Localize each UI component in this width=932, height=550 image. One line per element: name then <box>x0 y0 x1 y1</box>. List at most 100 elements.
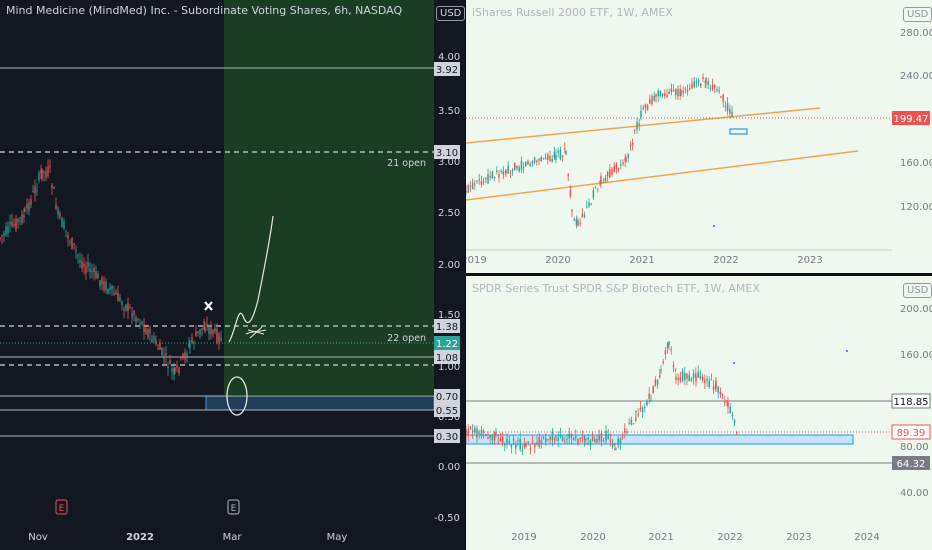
channel-upper-line[interactable] <box>466 107 821 144</box>
earnings-marker[interactable]: E <box>55 499 68 515</box>
candle <box>557 437 559 441</box>
candle <box>697 80 700 83</box>
circle-drawing[interactable] <box>226 376 248 416</box>
candle <box>661 93 664 96</box>
chart-title[interactable]: Mind Medicine (MindMed) Inc. - Subordina… <box>6 4 403 17</box>
candle <box>159 343 161 350</box>
candle <box>0 237 1 239</box>
candle <box>511 169 514 172</box>
candle <box>674 368 677 370</box>
chart-title[interactable]: iShares Russell 2000 ETF, 1W, AMEX <box>472 6 673 19</box>
price-tag[interactable]: 1.08 <box>434 350 460 364</box>
currency-button[interactable]: USD <box>903 283 932 298</box>
candle <box>169 359 171 365</box>
candle <box>555 154 557 160</box>
candle <box>482 181 485 183</box>
candle <box>176 364 178 368</box>
candle <box>167 366 169 369</box>
mindmed-chart[interactable]: 21 open 22 open E E Nov 2022 Mar May 4.0… <box>0 0 465 550</box>
russell-2000-chart-pane[interactable]: 2019 2020 2021 2022 2023 280.00 240.00 1… <box>466 0 932 273</box>
price-tag[interactable]: 1.38 <box>434 319 460 333</box>
candle <box>710 379 713 381</box>
candle <box>85 266 87 273</box>
pane-divider[interactable] <box>466 273 932 276</box>
candle <box>695 376 697 382</box>
candle <box>564 440 566 442</box>
candle <box>61 218 63 228</box>
candle <box>657 90 659 97</box>
chart-title[interactable]: SPDR Series Trust SPDR S&P Biotech ETF, … <box>472 282 760 295</box>
candle <box>23 214 25 218</box>
price-tag[interactable]: 118.85 <box>891 393 931 409</box>
price-tag[interactable]: 0.55 <box>434 403 460 417</box>
candle <box>609 439 612 442</box>
marker-dot <box>733 362 735 364</box>
last-price-tag[interactable]: 1.22 <box>434 336 460 350</box>
mindmed-chart-pane[interactable]: 21 open 22 open E E Nov 2022 Mar May 4.0… <box>0 0 465 550</box>
candle <box>656 379 659 385</box>
candle <box>53 187 55 189</box>
scribble-drawing[interactable] <box>245 326 267 339</box>
candle <box>699 376 702 379</box>
candle <box>197 331 199 333</box>
channel-lower-line[interactable] <box>466 150 859 201</box>
currency-button[interactable]: USD <box>903 7 932 22</box>
candle <box>542 158 545 160</box>
candle <box>615 163 618 170</box>
candle <box>201 328 203 330</box>
price-tag-label: 3.92 <box>436 65 458 76</box>
candle <box>523 442 526 448</box>
support-zone-box[interactable] <box>466 434 854 445</box>
earnings-marker[interactable]: E <box>227 499 240 515</box>
highlight-box[interactable] <box>729 128 748 135</box>
candle <box>579 223 581 225</box>
candle <box>615 448 617 450</box>
price-tag[interactable]: 0.30 <box>434 429 460 443</box>
candle <box>522 167 525 169</box>
price-tag[interactable]: 3.92 <box>434 62 460 76</box>
currency-button[interactable]: USD <box>436 6 465 21</box>
candle <box>549 155 551 161</box>
candle <box>115 292 117 295</box>
candle <box>107 288 109 294</box>
candle <box>719 391 722 395</box>
projection-arrow-drawing[interactable] <box>228 215 274 343</box>
candle <box>583 436 586 441</box>
demand-zone-box[interactable] <box>205 395 435 411</box>
last-price-tag[interactable]: 89.39 <box>891 424 931 440</box>
candle <box>500 170 502 172</box>
candle <box>575 435 577 439</box>
candle <box>491 434 494 441</box>
candle <box>476 180 478 182</box>
candle <box>504 443 506 446</box>
x-tick: 2023 <box>786 532 811 543</box>
candle <box>555 436 557 438</box>
candle <box>161 347 163 356</box>
candle <box>727 401 729 408</box>
candle <box>670 349 672 351</box>
last-price-tag[interactable]: 199.47 <box>892 111 930 125</box>
biotech-etf-chart-pane[interactable]: 2019 2020 2021 2022 2023 2024 200.00 160… <box>466 276 932 550</box>
pane-divider[interactable] <box>465 0 466 550</box>
cross-mark-icon[interactable] <box>204 301 213 311</box>
price-tag[interactable]: 0.70 <box>434 389 460 403</box>
x-tick: 2020 <box>545 255 570 266</box>
price-tag[interactable]: 64.32 <box>892 456 930 470</box>
x-tick: 2019 <box>466 255 487 266</box>
russell-2000-chart[interactable]: 2019 2020 2021 2022 2023 280.00 240.00 1… <box>466 0 932 273</box>
earnings-marker-label: E <box>59 504 65 514</box>
candle <box>654 379 657 387</box>
y-tick: -0.50 <box>434 513 460 524</box>
candle <box>26 203 28 209</box>
annotation-21-open: 21 open <box>387 158 426 169</box>
candle <box>507 165 509 174</box>
price-tag[interactable]: 3.10 <box>434 145 460 159</box>
candle <box>570 433 573 438</box>
candle <box>527 160 529 165</box>
candle <box>538 158 540 161</box>
candle <box>630 419 633 425</box>
candle <box>709 87 712 89</box>
biotech-etf-chart[interactable]: 2019 2020 2021 2022 2023 2024 200.00 160… <box>466 276 932 550</box>
candle <box>121 301 123 306</box>
candle <box>644 407 646 409</box>
